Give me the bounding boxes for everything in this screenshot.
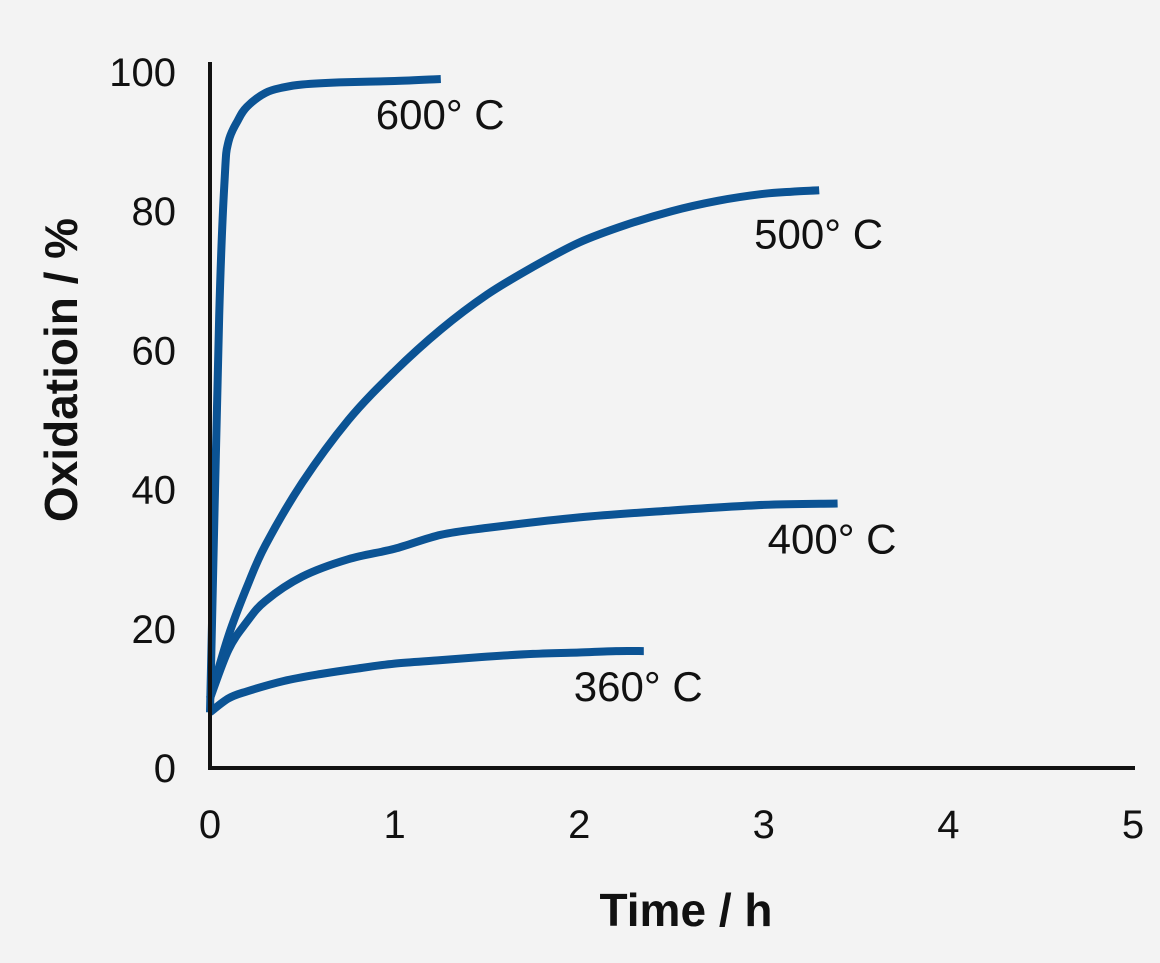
- series-layer: [206, 75, 838, 716]
- y-axis-title: Oxidatioin / %: [35, 218, 87, 522]
- series-line: [207, 646, 644, 716]
- series-line: [206, 186, 820, 700]
- y-tick-label: 100: [109, 51, 176, 95]
- series-label: 600° C: [376, 91, 505, 138]
- x-tick-label: 2: [568, 803, 590, 847]
- x-tick-label: 5: [1122, 803, 1144, 847]
- x-tick-label: 4: [937, 803, 959, 847]
- y-tick-label: 20: [132, 608, 177, 652]
- x-tick-label: 1: [383, 803, 405, 847]
- y-tick-label: 40: [132, 469, 177, 513]
- series-label: 500° C: [754, 210, 883, 257]
- series-label: 400° C: [768, 516, 897, 563]
- x-tick-label: 3: [753, 803, 775, 847]
- series-label-layer: 600° C 500° C 400° C 360° C: [376, 91, 897, 710]
- x-tick-label: 0: [199, 803, 221, 847]
- series-line: [206, 75, 441, 713]
- series-line: [206, 499, 838, 700]
- y-tick-label: 0: [154, 747, 176, 791]
- x-axis-title: Time / h: [600, 884, 773, 936]
- series-label: 360° C: [574, 663, 703, 710]
- tick-layer: 0 1 2 3 4 5 0 20 40 60 80 100: [109, 51, 1144, 847]
- y-tick-label: 60: [132, 329, 177, 373]
- y-tick-label: 80: [132, 190, 177, 234]
